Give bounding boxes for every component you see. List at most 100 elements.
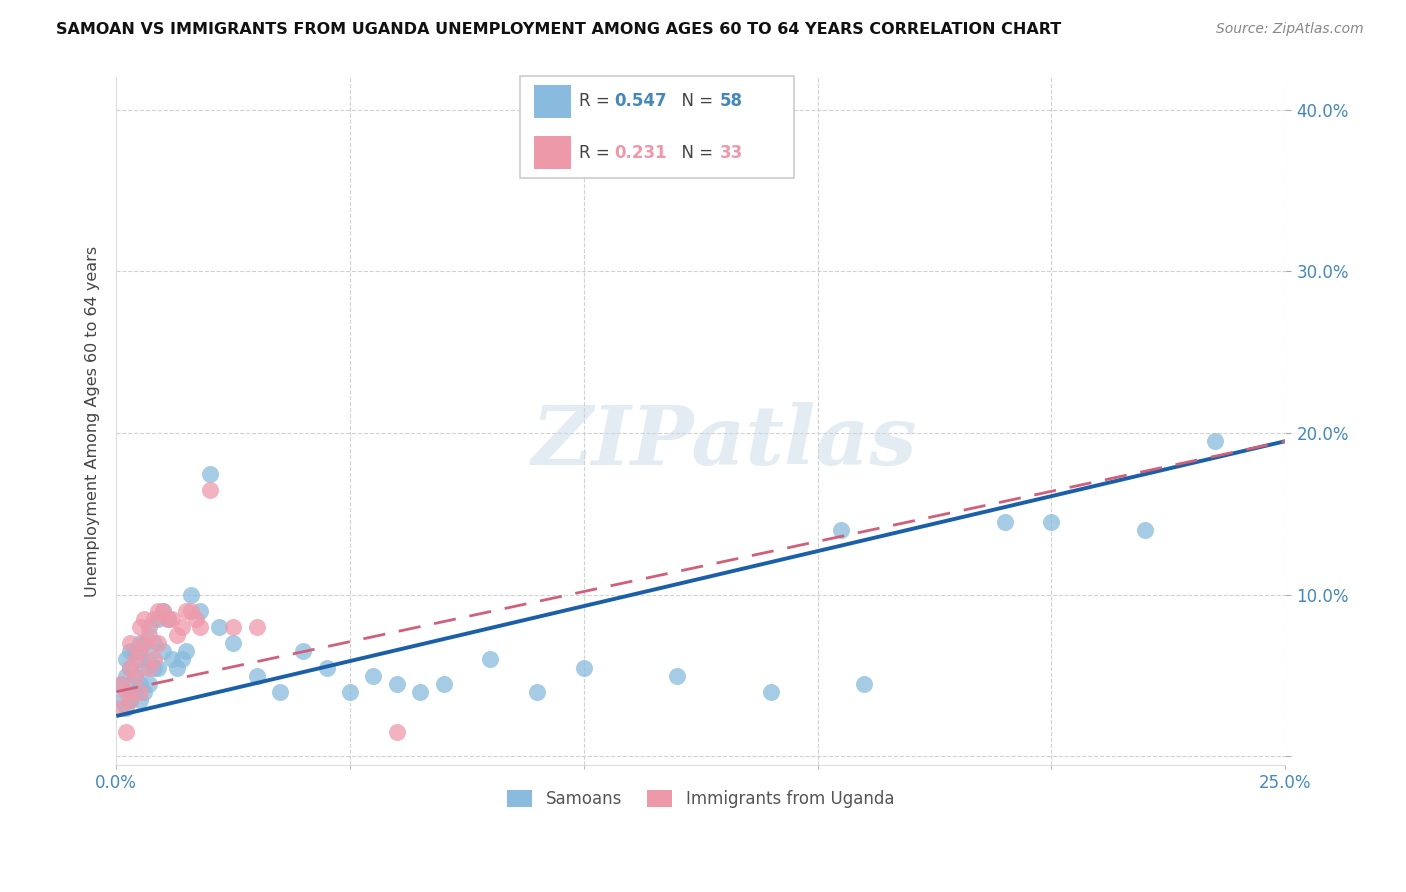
Point [409, 685, 432, 699]
Point [994, 515, 1017, 529]
Point [128, 644, 150, 658]
Point [128, 620, 150, 634]
Point [245, 668, 267, 682]
Text: N =: N = [671, 92, 718, 111]
Text: 0.231: 0.231 [614, 144, 666, 162]
Point [152, 604, 174, 618]
Point [222, 620, 245, 634]
Text: R =: R = [579, 92, 616, 111]
Point [124, 644, 146, 658]
Point [124, 652, 146, 666]
Text: ZIPatlas: ZIPatlas [531, 401, 917, 482]
Point [128, 636, 150, 650]
Point [114, 652, 136, 666]
Point [134, 685, 156, 699]
Point [170, 652, 193, 666]
Point [120, 660, 142, 674]
Point [142, 660, 165, 674]
Point [142, 652, 165, 666]
Point [142, 636, 165, 650]
Point [432, 676, 454, 690]
Point [176, 604, 198, 618]
Point [114, 668, 136, 682]
Point [148, 660, 170, 674]
Point [166, 660, 188, 674]
Point [124, 685, 146, 699]
Point [134, 636, 156, 650]
Point [110, 676, 132, 690]
Point [120, 685, 142, 699]
Point [180, 604, 202, 618]
Text: 0.547: 0.547 [614, 92, 666, 111]
Point [124, 668, 146, 682]
Point [138, 676, 160, 690]
Point [148, 604, 170, 618]
Point [853, 676, 876, 690]
Point [176, 644, 198, 658]
Text: N =: N = [671, 144, 718, 162]
Legend: Samoans, Immigrants from Uganda: Samoans, Immigrants from Uganda [501, 783, 901, 814]
Point [120, 660, 142, 674]
Point [222, 636, 245, 650]
Point [128, 676, 150, 690]
Point [134, 636, 156, 650]
Point [245, 620, 267, 634]
Point [1040, 515, 1063, 529]
Point [110, 693, 132, 707]
Text: 33: 33 [720, 144, 744, 162]
Point [180, 588, 202, 602]
Point [363, 668, 385, 682]
Point [138, 628, 160, 642]
Point [526, 685, 548, 699]
Point [156, 612, 179, 626]
Point [166, 628, 188, 642]
Point [142, 612, 165, 626]
Point [198, 467, 221, 481]
Point [385, 725, 408, 739]
Point [208, 620, 231, 634]
Point [110, 701, 132, 715]
Point [124, 668, 146, 682]
Text: 58: 58 [720, 92, 742, 111]
Point [198, 483, 221, 497]
Point [269, 685, 291, 699]
Text: R =: R = [579, 144, 620, 162]
Point [1133, 523, 1156, 537]
Point [120, 636, 142, 650]
Point [134, 660, 156, 674]
Point [138, 652, 160, 666]
Point [120, 693, 142, 707]
Point [148, 612, 170, 626]
Point [128, 685, 150, 699]
Point [170, 620, 193, 634]
Point [156, 612, 179, 626]
Point [162, 612, 184, 626]
Point [152, 644, 174, 658]
Point [134, 612, 156, 626]
Point [138, 660, 160, 674]
Point [479, 652, 502, 666]
Point [315, 660, 337, 674]
Point [184, 612, 207, 626]
Point [666, 668, 689, 682]
Point [114, 701, 136, 715]
Point [162, 652, 184, 666]
Point [148, 636, 170, 650]
Point [830, 523, 852, 537]
Point [190, 604, 212, 618]
Point [572, 660, 595, 674]
Point [190, 620, 212, 634]
Point [759, 685, 782, 699]
Point [128, 693, 150, 707]
Point [339, 685, 361, 699]
Y-axis label: Unemployment Among Ages 60 to 64 years: Unemployment Among Ages 60 to 64 years [86, 245, 100, 597]
Point [152, 604, 174, 618]
Point [114, 725, 136, 739]
Point [120, 693, 142, 707]
Point [120, 644, 142, 658]
Text: Source: ZipAtlas.com: Source: ZipAtlas.com [1216, 22, 1364, 37]
Point [114, 685, 136, 699]
Point [128, 652, 150, 666]
Text: SAMOAN VS IMMIGRANTS FROM UGANDA UNEMPLOYMENT AMONG AGES 60 TO 64 YEARS CORRELAT: SAMOAN VS IMMIGRANTS FROM UGANDA UNEMPLO… [56, 22, 1062, 37]
Point [1204, 434, 1226, 449]
